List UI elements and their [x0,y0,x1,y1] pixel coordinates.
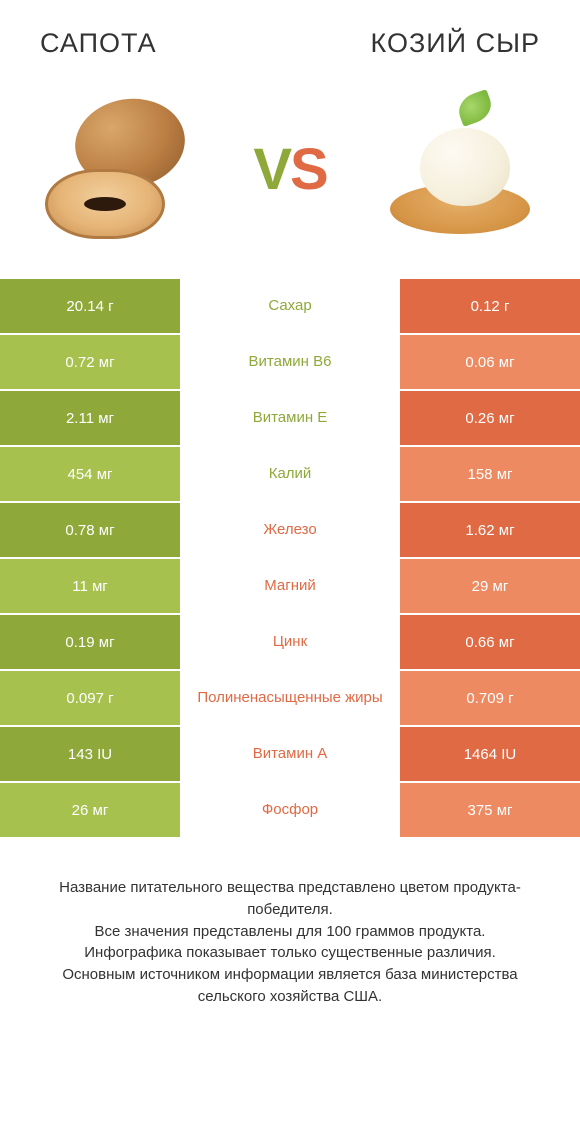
vs-v: V [253,137,290,202]
value-left: 0.19 мг [0,615,180,669]
nutrient-label: Магний [180,559,400,613]
comparison-table: 20.14 гСахар0.12 г0.72 мгВитамин B60.06 … [0,277,580,837]
footer-line: Основным источником информации является … [30,964,550,1008]
value-left: 0.72 мг [0,335,180,389]
value-right: 0.12 г [400,279,580,333]
value-left: 0.78 мг [0,503,180,557]
value-right: 0.66 мг [400,615,580,669]
nutrient-label: Калий [180,447,400,501]
footer-line: Название питательного вещества представл… [30,877,550,921]
table-row: 0.78 мгЖелезо1.62 мг [0,501,580,557]
title-left: САПОТА [40,28,157,59]
nutrient-label: Полиненасыщенные жиры [180,671,400,725]
nutrient-label: Цинк [180,615,400,669]
nutrient-label: Железо [180,503,400,557]
value-left: 143 IU [0,727,180,781]
hero-row: VS [0,69,580,277]
vs-label: VS [253,136,326,203]
value-left: 11 мг [0,559,180,613]
value-right: 0.709 г [400,671,580,725]
value-left: 20.14 г [0,279,180,333]
table-row: 454 мгКалий158 мг [0,445,580,501]
table-row: 11 мгМагний29 мг [0,557,580,613]
table-row: 0.097 гПолиненасыщенные жиры0.709 г [0,669,580,725]
value-left: 454 мг [0,447,180,501]
sapota-image [40,89,200,249]
footer-note: Название питательного вещества представл… [0,837,580,1028]
value-left: 0.097 г [0,671,180,725]
value-left: 2.11 мг [0,391,180,445]
header: САПОТА КОЗИЙ СЫР [0,0,580,69]
table-row: 20.14 гСахар0.12 г [0,277,580,333]
footer-line: Все значения представлены для 100 граммо… [30,921,550,943]
value-right: 158 мг [400,447,580,501]
footer-line: Инфографика показывает только существенн… [30,942,550,964]
value-right: 375 мг [400,783,580,837]
nutrient-label: Витамин B6 [180,335,400,389]
nutrient-label: Сахар [180,279,400,333]
value-right: 1464 IU [400,727,580,781]
table-row: 143 IUВитамин A1464 IU [0,725,580,781]
table-row: 26 мгФосфор375 мг [0,781,580,837]
nutrient-label: Витамин A [180,727,400,781]
nutrient-label: Витамин E [180,391,400,445]
vs-s: S [290,137,327,202]
table-row: 0.72 мгВитамин B60.06 мг [0,333,580,389]
value-left: 26 мг [0,783,180,837]
nutrient-label: Фосфор [180,783,400,837]
title-right: КОЗИЙ СЫР [371,28,540,59]
value-right: 0.26 мг [400,391,580,445]
value-right: 29 мг [400,559,580,613]
table-row: 0.19 мгЦинк0.66 мг [0,613,580,669]
value-right: 1.62 мг [400,503,580,557]
goat-cheese-image [380,89,540,249]
value-right: 0.06 мг [400,335,580,389]
table-row: 2.11 мгВитамин E0.26 мг [0,389,580,445]
